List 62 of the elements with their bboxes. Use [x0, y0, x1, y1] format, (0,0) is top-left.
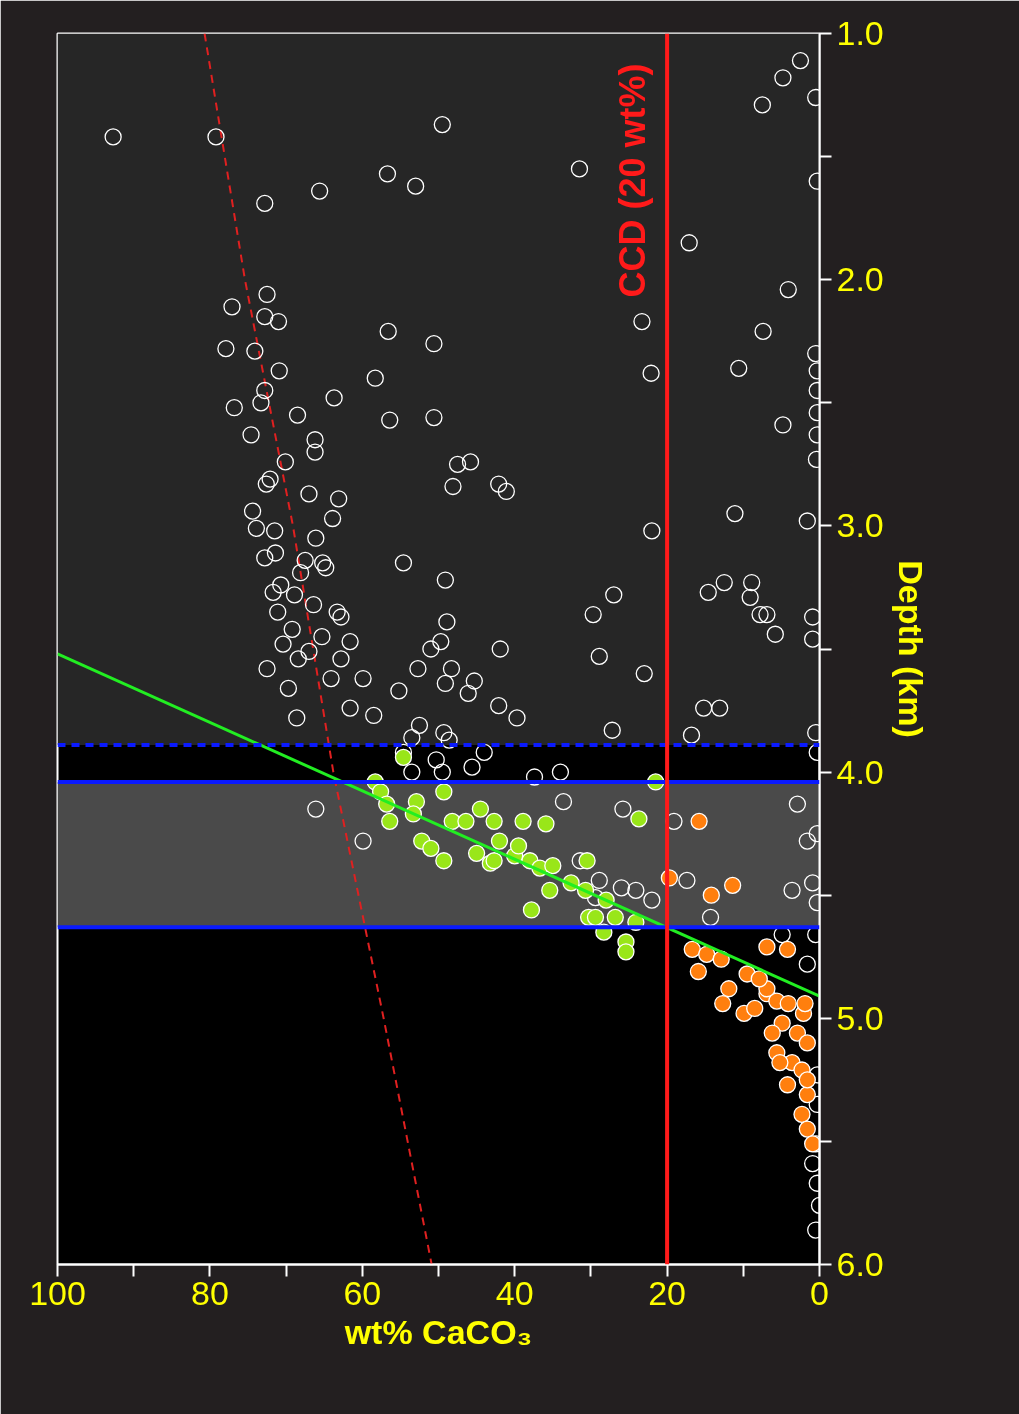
point	[714, 994, 732, 1013]
point	[690, 812, 708, 830]
point	[537, 815, 555, 833]
point	[490, 832, 509, 850]
point	[485, 812, 503, 830]
point	[435, 783, 453, 801]
point	[763, 1024, 781, 1042]
point	[702, 886, 720, 904]
y-tick-label: 2.0	[836, 260, 884, 299]
point	[617, 943, 635, 961]
point	[586, 908, 605, 926]
x-tick-label: 20	[648, 1273, 687, 1312]
point	[798, 1071, 816, 1089]
point	[578, 852, 596, 870]
point	[467, 844, 486, 862]
y-tick-label: 5.0	[836, 998, 884, 1037]
point	[771, 1053, 789, 1072]
point	[422, 839, 440, 858]
point	[746, 999, 764, 1018]
y-tick-label: 3.0	[836, 506, 884, 545]
point	[435, 852, 453, 870]
x-tick-label: 100	[29, 1273, 86, 1312]
y-tick-label: 1.0	[836, 14, 884, 52]
x-axis-title: wt% CaCO₃	[343, 1312, 533, 1351]
point	[606, 908, 624, 926]
point	[522, 901, 541, 919]
point	[798, 1085, 816, 1104]
point	[541, 881, 559, 899]
point	[723, 876, 742, 894]
point	[381, 812, 399, 830]
y-axis-title: Depth (km)	[891, 560, 930, 738]
point	[803, 1135, 820, 1153]
point	[798, 1034, 816, 1052]
point	[544, 857, 562, 875]
line-series	[203, 33, 433, 1265]
point	[720, 980, 738, 998]
point	[514, 812, 532, 830]
point	[630, 810, 648, 828]
point	[689, 962, 707, 981]
point	[779, 994, 797, 1013]
x-tick-label: 80	[190, 1273, 229, 1312]
point	[750, 970, 768, 988]
point	[457, 812, 475, 830]
point	[788, 1024, 807, 1042]
y-tick-label: 4.0	[836, 752, 884, 791]
point	[773, 1014, 791, 1032]
point	[485, 852, 503, 870]
y-tick-label: 6.0	[836, 1245, 884, 1283]
point	[793, 1105, 811, 1123]
x-tick-label: 0	[810, 1273, 829, 1312]
point	[796, 994, 814, 1013]
point	[798, 1120, 816, 1138]
ref-line-label: CCD (20 wt%)	[612, 63, 654, 298]
point	[509, 837, 528, 855]
x-tick-label: 40	[495, 1273, 534, 1312]
point	[758, 938, 776, 956]
point	[778, 940, 797, 958]
point	[394, 748, 413, 766]
x-tick-label: 60	[343, 1273, 382, 1312]
point	[778, 1076, 797, 1094]
point	[471, 800, 490, 818]
point	[683, 940, 701, 958]
